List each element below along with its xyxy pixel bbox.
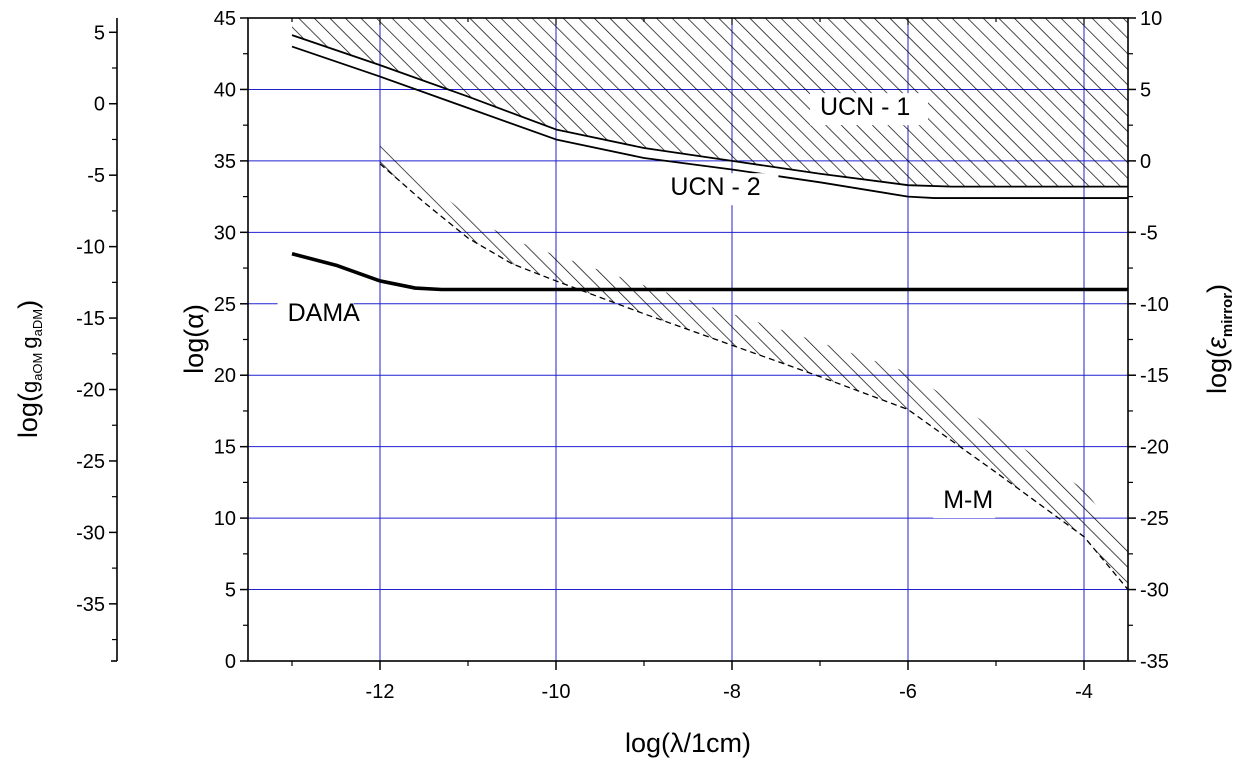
outer-left-tick-label: -25	[76, 451, 105, 473]
right-y-tick-label: 5	[1140, 79, 1151, 101]
series-line-m-m	[379, 163, 1128, 590]
y-tick-label: 0	[225, 651, 236, 673]
annotation-bg	[660, 173, 779, 206]
right-y-tick-label: -10	[1140, 294, 1169, 316]
outer-left-g1-sub: aOM	[30, 353, 45, 381]
axes-layer: -12 -10 -8 -6 -4 0 5 10 15 20 25 30 35 40 45 10 5 0 -5 -10 -…	[76, 8, 1169, 703]
x-tick-label: -6	[899, 681, 917, 703]
y-tick-label: 20	[214, 365, 236, 387]
outer-left-tick-label: -15	[76, 308, 105, 330]
y-axis-title-main: log(α)	[179, 304, 209, 374]
annotation-ucn-1: UCN - 1	[810, 93, 928, 126]
annotation-text: DAMA	[288, 299, 361, 327]
x-tick-label: -8	[723, 681, 741, 703]
series-lines	[291, 34, 1128, 590]
right-y-tick-label: -20	[1140, 437, 1169, 459]
right-y-tick-label: -25	[1140, 508, 1169, 530]
series-line-ucn-1	[291, 34, 1128, 188]
y-tick-label: 5	[225, 580, 236, 602]
y-tick-label: 40	[214, 79, 236, 101]
right-y-tick-label: 10	[1140, 8, 1162, 30]
outer-left-tick-label: -20	[76, 380, 105, 402]
outer-left-prefix: log(	[13, 393, 43, 438]
annotation-bg	[810, 93, 928, 126]
outer-left-g2-sub: aDM	[30, 309, 45, 336]
right-y-tick-label: -5	[1140, 222, 1158, 244]
annotation-text: UCN - 1	[820, 93, 910, 121]
outer-left-tick-label: 0	[94, 94, 105, 116]
outer-left-g1: g	[17, 381, 42, 393]
outer-left-tick-label: 5	[94, 22, 105, 44]
outer-left-tick-label: -5	[87, 165, 105, 187]
annotation-ucn-2: UCN - 2	[660, 173, 779, 206]
outer-left-tick-label: -10	[76, 237, 105, 259]
y-tick-label: 10	[214, 508, 236, 530]
outer-left-tick-label: -30	[76, 522, 105, 544]
y-tick-label: 35	[214, 151, 236, 173]
y-axis-title-outer-left: log(gaOMgaDM)	[13, 300, 45, 438]
annotation-text: M-M	[943, 486, 993, 514]
y-tick-label: 30	[214, 222, 236, 244]
annotation-dama: DAMA	[277, 298, 361, 331]
x-tick-label: -4	[1075, 681, 1093, 703]
right-title-symbol: ε	[1202, 336, 1232, 349]
region-labels: UCN - 1 UCN - 2 DAMA M-M	[277, 93, 996, 519]
right-y-tick-label: -15	[1140, 365, 1169, 387]
annotation-bg	[277, 298, 354, 331]
y-tick-label: 25	[214, 294, 236, 316]
right-y-tick-label: -30	[1140, 580, 1169, 602]
outer-left-suffix: )	[13, 300, 43, 309]
right-title-suffix: )	[1202, 284, 1232, 293]
x-tick-label: -12	[366, 681, 395, 703]
annotation-text: UCN - 2	[670, 173, 760, 201]
annotation-bg	[933, 486, 996, 519]
hatch-region-ucn-1	[292, 18, 1128, 187]
right-title-prefix: log(	[1202, 349, 1232, 394]
y-tick-label: 15	[214, 437, 236, 459]
x-tick-label: -10	[542, 681, 571, 703]
y-axis-title-right: log(εmirror)	[1202, 284, 1236, 394]
y-tick-label: 45	[214, 8, 236, 30]
annotation-m-m: M-M	[933, 486, 996, 519]
right-title-sub: mirror	[1219, 293, 1236, 337]
series-line-ucn-2	[291, 45, 1128, 199]
series-line-dama	[291, 252, 1128, 292]
right-y-tick-label: -35	[1140, 651, 1169, 673]
hatch-layer	[292, 18, 1128, 590]
outer-left-g2: g	[17, 336, 42, 348]
x-axis-title: log(λ/1cm)	[625, 728, 751, 758]
right-y-tick-label: 0	[1140, 151, 1151, 173]
outer-left-tick-label: -35	[76, 594, 105, 616]
